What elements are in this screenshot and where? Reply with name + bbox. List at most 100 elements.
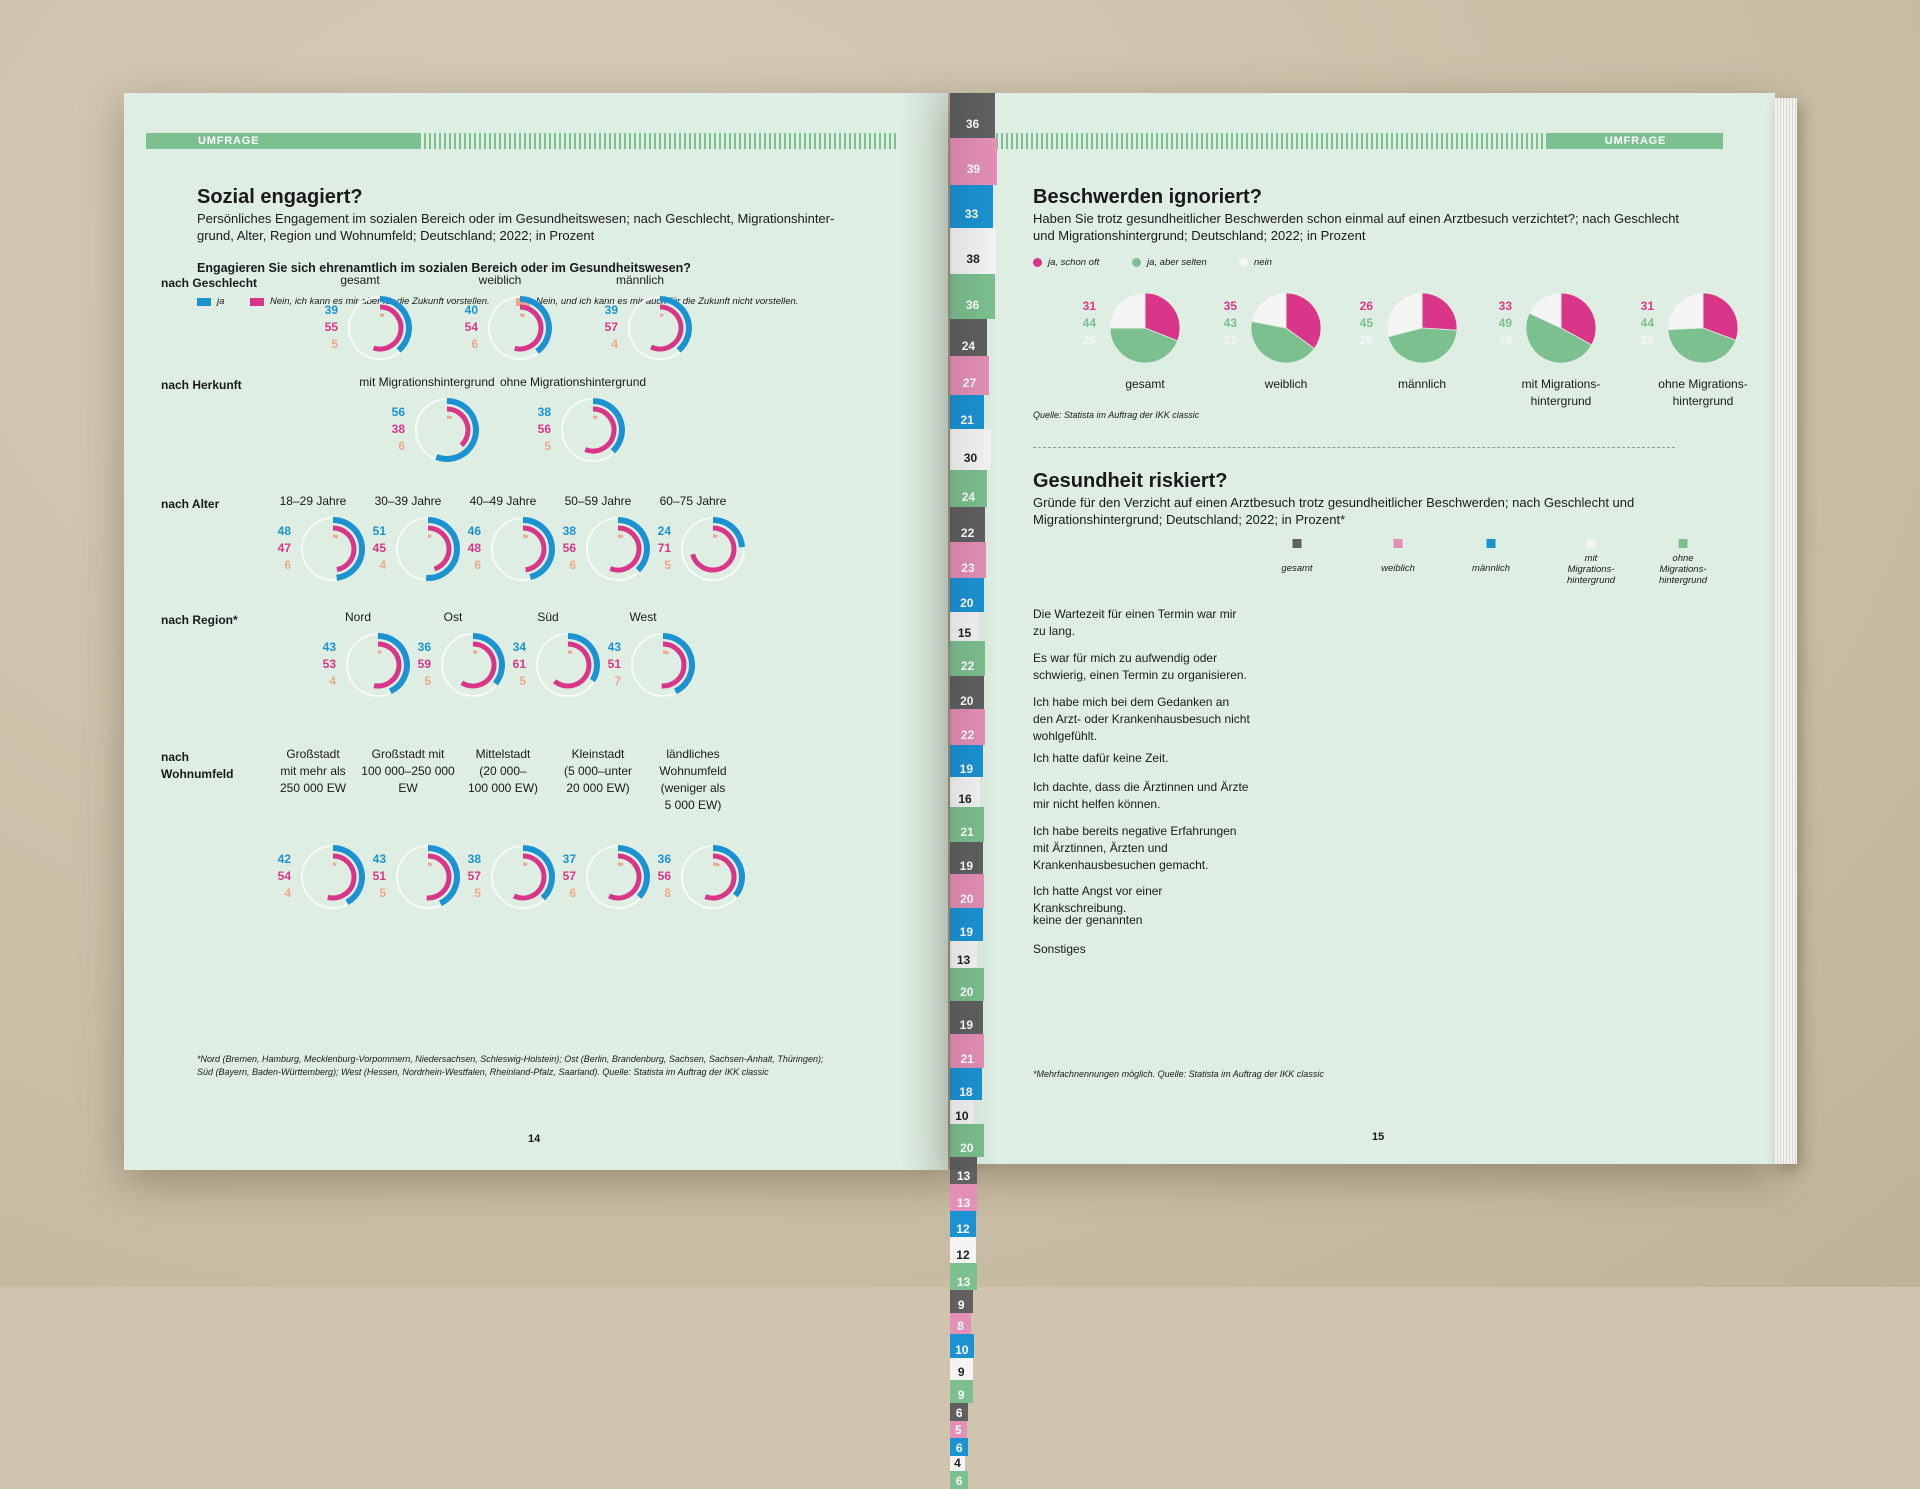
radial-bar-nein-zukunft: [523, 528, 544, 570]
reason-line: zu lang.: [1033, 623, 1258, 640]
reason-line: schwierig, einen Termin zu organisieren.: [1033, 667, 1258, 684]
value-label: 4: [954, 1456, 961, 1471]
value-square: 19: [950, 842, 983, 875]
value-square: 33: [950, 185, 993, 228]
value-label: 10: [955, 1342, 968, 1358]
value-square: 21: [950, 1034, 984, 1068]
reason-line: Ich habe mich bei dem Gedanken an: [1033, 694, 1258, 711]
value-square: 6: [950, 1438, 968, 1456]
reason-line: mit Ärztinnen, Ärzten und: [1033, 840, 1258, 857]
value-square: 19: [950, 908, 983, 941]
group-label: nach Herkunft: [161, 377, 242, 394]
value-square: 20: [950, 676, 984, 710]
value-label: 38: [451, 851, 481, 868]
value-label: 51: [591, 656, 621, 673]
column-header: männlich: [1456, 563, 1526, 574]
group-label-line-2: Wohnumfeld: [161, 766, 233, 783]
value-label: 39: [967, 161, 980, 177]
value-square: 38: [950, 228, 996, 274]
column-header-line: mit: [1556, 553, 1626, 564]
value-label: 5: [955, 1422, 962, 1438]
radial-bar-nein-zukunft: [447, 409, 468, 445]
column-header-line: gesamt: [1262, 563, 1332, 574]
value-square: 16: [950, 777, 980, 807]
page-edges: [1775, 98, 1797, 1164]
column-label: mit Migrationshintergrund: [359, 374, 494, 391]
value-square: 36: [950, 274, 995, 319]
value-label: 5: [496, 673, 526, 690]
value-square: 20: [950, 578, 984, 612]
value-label: 6: [375, 438, 405, 455]
radial-bar-nein-zukunft: [610, 528, 639, 570]
value-square: 36: [950, 93, 995, 138]
value-label: 6: [956, 1405, 963, 1421]
value-square: 13: [950, 941, 977, 968]
column-label: Nord: [345, 609, 371, 626]
value-label: 51: [356, 868, 386, 885]
value-label: 71: [641, 540, 671, 557]
right-page: UMFRAGE Beschwerden ignoriert? Haben Sie…: [950, 93, 1775, 1164]
value-label: 13: [957, 952, 970, 968]
reason-line: Ich habe bereits negative Erfahrungen: [1033, 823, 1258, 840]
column-label: 30–39 Jahre: [375, 493, 442, 510]
column-label: männlich: [616, 272, 664, 289]
column-label: gesamt: [340, 272, 379, 289]
value-square: 13: [950, 1263, 977, 1290]
radial-bar-nein-zukunft: [515, 307, 541, 349]
value-label: 56: [521, 421, 551, 438]
value-label: 4: [306, 673, 336, 690]
value-square: 8: [950, 1313, 971, 1334]
value-label: 12: [956, 1247, 969, 1263]
value-square: 12: [950, 1237, 976, 1263]
value-square: 24: [950, 470, 987, 507]
value-label: 6: [451, 557, 481, 574]
value-label: 18: [959, 1084, 972, 1100]
value-label: 36: [966, 116, 979, 132]
value-square: 10: [950, 1100, 974, 1124]
value-label: 6: [448, 336, 478, 353]
value-label: 13: [957, 1195, 970, 1211]
column-header-line: Migrations-: [1648, 564, 1718, 575]
reason-line: Sonstiges: [1033, 941, 1258, 958]
value-label: 24: [962, 489, 975, 505]
column-swatch: [1293, 539, 1302, 548]
column-header: weiblich: [1363, 563, 1433, 574]
column-header-line: Migrations-: [1556, 564, 1626, 575]
value-label: 36: [966, 297, 979, 313]
column-label-line: Großstadt: [280, 746, 346, 763]
reason-line: Es war für mich zu aufwendig oder: [1033, 650, 1258, 667]
radial-bar-nein-nicht: [713, 864, 719, 866]
footnote-line-1: *Nord (Bremen, Hamburg, Mecklenburg-Vorp…: [197, 1053, 823, 1066]
value-label: 8: [957, 1318, 964, 1334]
value-label: 36: [641, 851, 671, 868]
column-label: Mittelstadt(20 000–100 000 EW): [468, 746, 538, 797]
reason-line: Ich hatte dafür keine Zeit.: [1033, 750, 1258, 767]
value-label: 9: [958, 1387, 965, 1403]
value-label: 61: [496, 656, 526, 673]
value-label: 21: [961, 412, 974, 428]
radial-bar-nein-nicht: [618, 536, 623, 537]
radial-chart: [678, 514, 748, 584]
radial-bar-nein-nicht: [447, 417, 452, 418]
value-label: 38: [521, 404, 551, 421]
radial-bar-nein-nicht: [663, 652, 669, 653]
column-label: 50–59 Jahre: [565, 493, 632, 510]
value-label: 21: [961, 824, 974, 840]
value-label: 27: [963, 375, 976, 391]
value-square: 27: [950, 356, 989, 395]
value-label: 20: [960, 984, 973, 1000]
column-header-line: hintergrund: [1648, 575, 1718, 586]
value-label: 7: [591, 673, 621, 690]
radial-bar-nein-zukunft: [428, 528, 449, 569]
value-label: 16: [958, 791, 971, 807]
